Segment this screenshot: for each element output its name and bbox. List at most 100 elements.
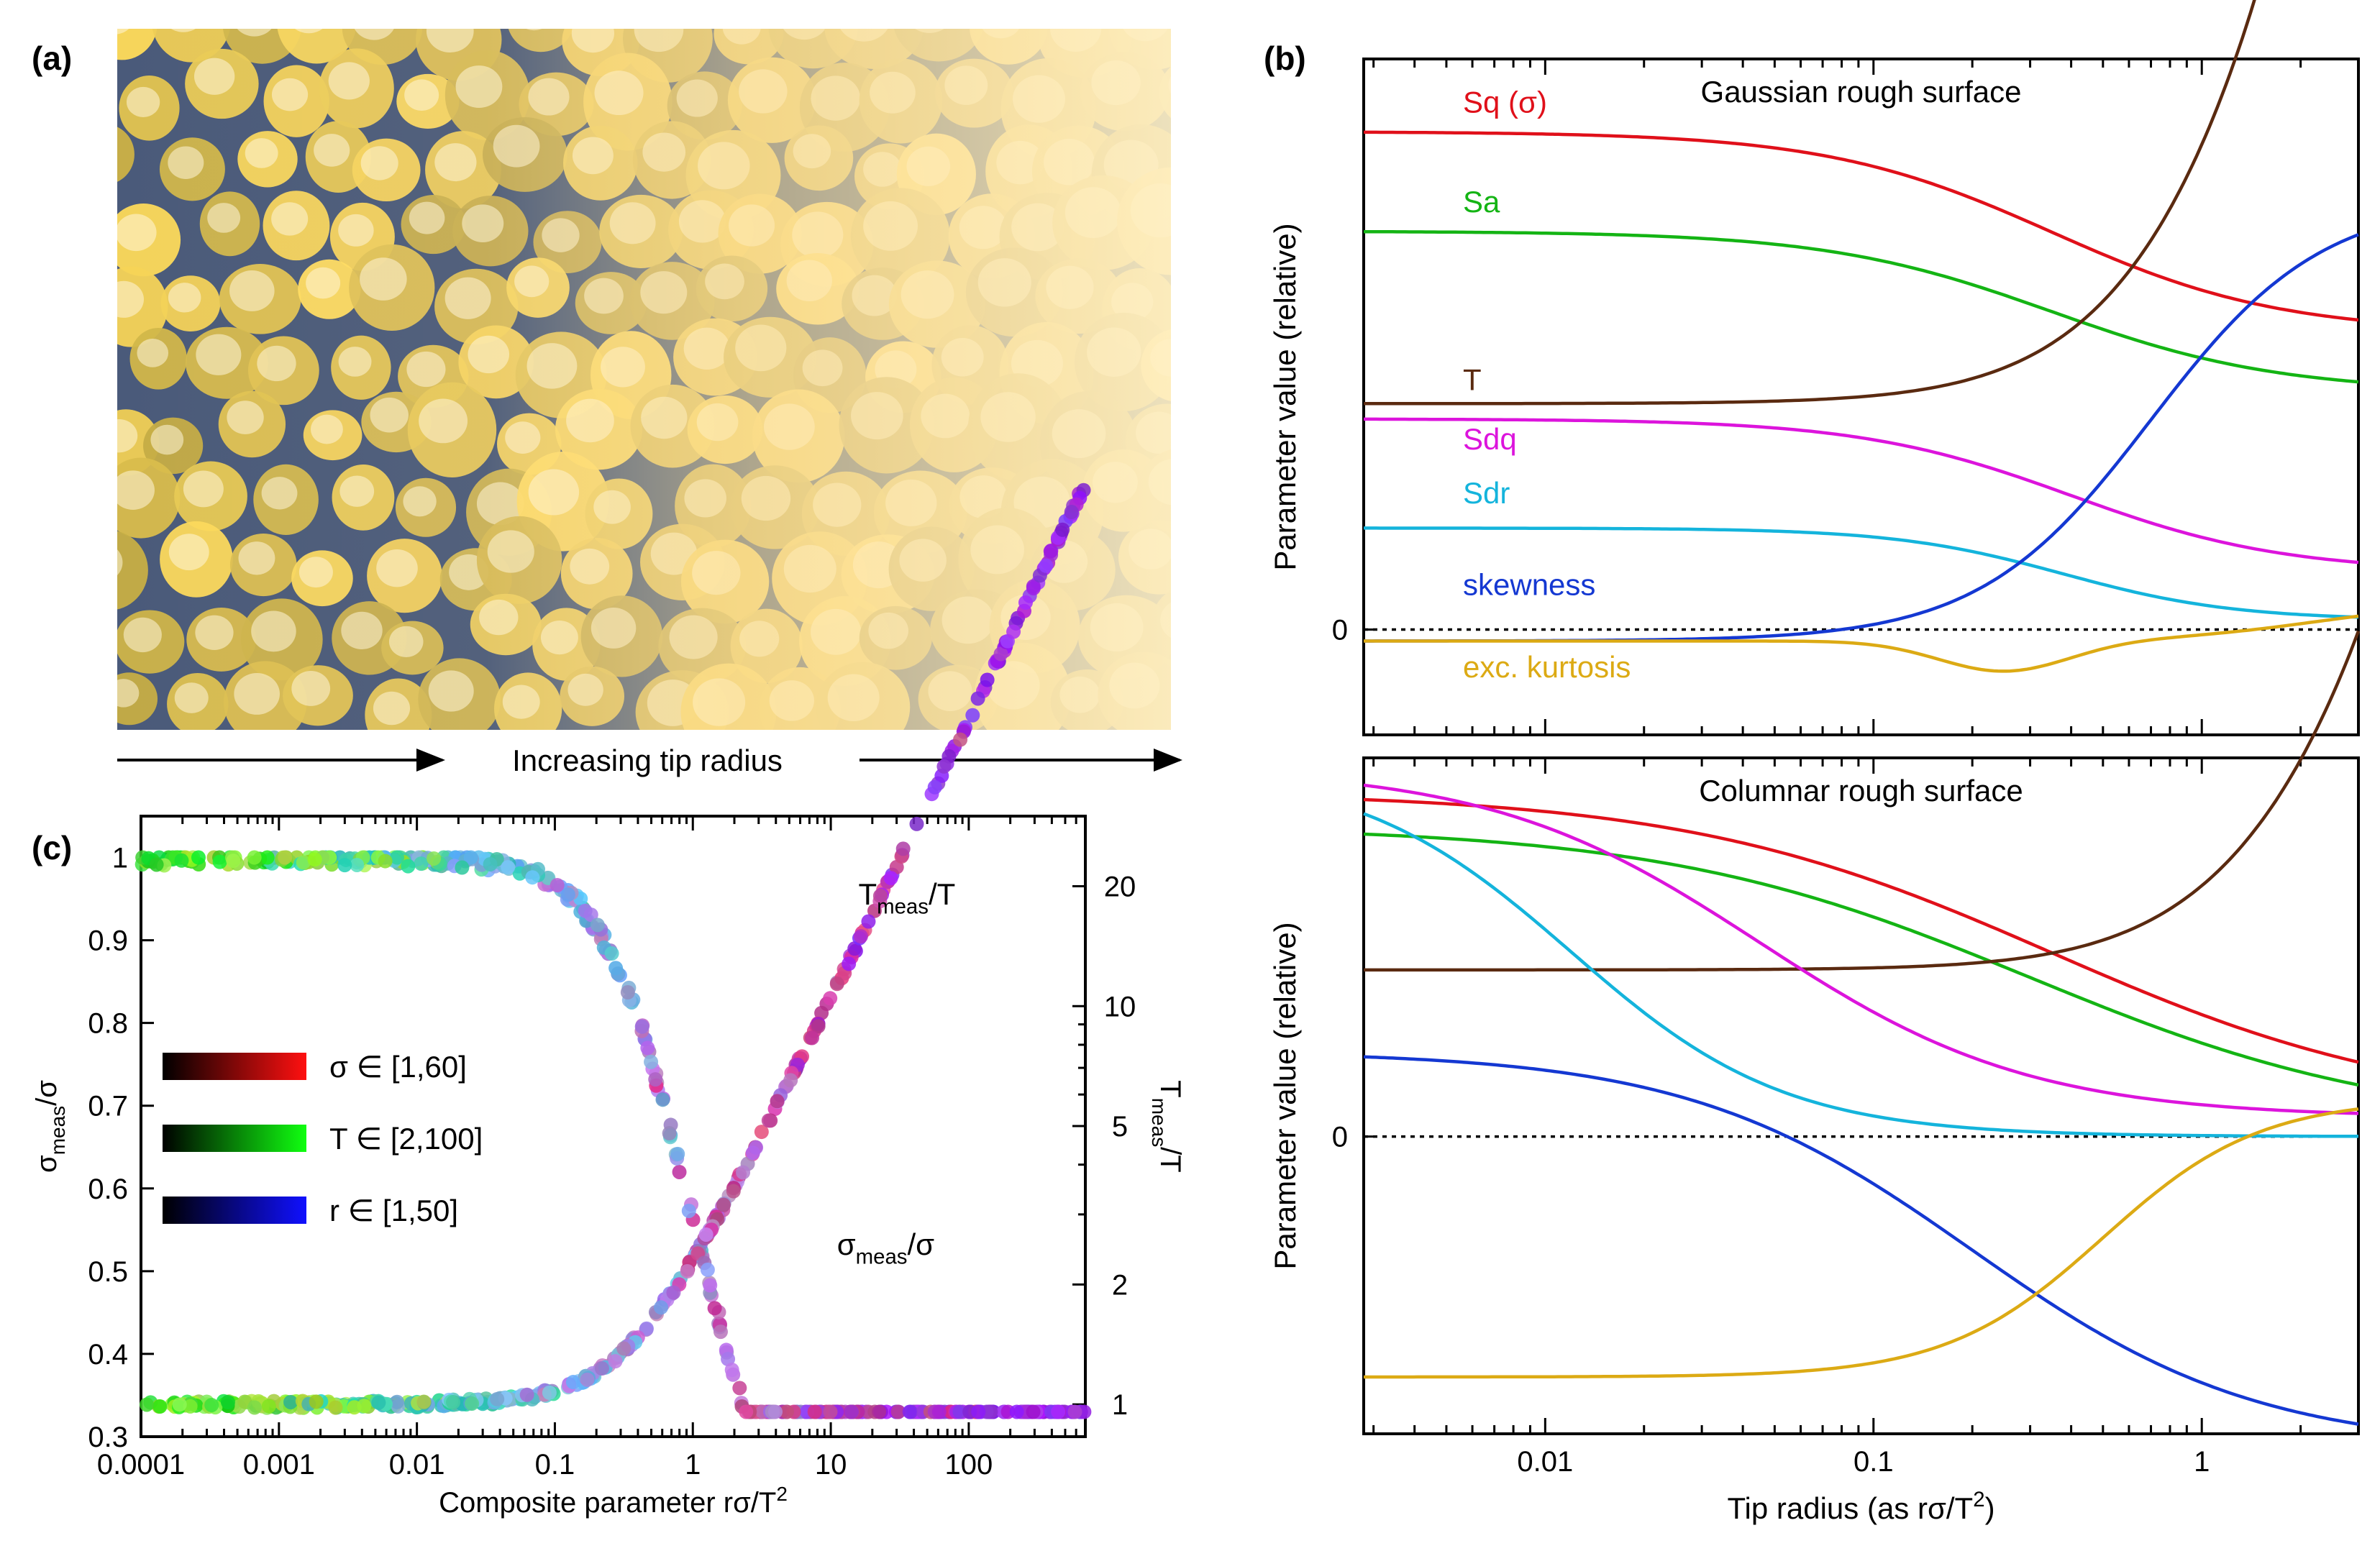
series-label-T: T [1463, 363, 1482, 397]
y-tick-label: 0.8 [88, 1008, 128, 1040]
series-line-Sa [1363, 832, 2359, 1087]
y2-axis-label-part: /T [1154, 1147, 1186, 1173]
y-tick-label: 0.7 [88, 1091, 128, 1122]
T-ratio-point [580, 1372, 595, 1387]
series-label-Sdq: Sdq [1463, 422, 1517, 456]
T-ratio-point [745, 1145, 760, 1161]
sigma-ratio-point [952, 1404, 967, 1419]
sigma-ratio-point [260, 850, 275, 865]
y-tick-label: 0.6 [88, 1173, 128, 1205]
chart-b-bottom: 0.01 0.1 1 0 Columnar rough surface Parameter… [1268, 630, 2361, 1525]
T-ratio-point [608, 1354, 623, 1369]
T-ratio-point [542, 1385, 557, 1400]
y2-tick-label: 10 [1104, 991, 1136, 1022]
sigma-ratio-point [455, 860, 470, 875]
T-ratio-point [616, 1341, 632, 1356]
y-tick-label: 1 [112, 843, 128, 874]
T-ratio-point [389, 1394, 404, 1409]
T-ratio-point [970, 691, 985, 706]
sigma-ratio-point [427, 851, 442, 866]
annotation-sigmameas-part: /σ [908, 1227, 935, 1261]
T-ratio-point [980, 672, 995, 687]
x-axis-label-part: 2 [776, 1483, 788, 1505]
y-tick-label: 0.9 [88, 925, 128, 957]
x-axis-label-part: ) [1985, 1491, 1995, 1525]
sigma-ratio-point [767, 1404, 783, 1419]
sigma-ratio-point [703, 1278, 718, 1293]
annotation-Tmeas: Tmeas/T [858, 877, 955, 919]
sigma-ratio-point [226, 854, 241, 869]
sigma-ratio-point [463, 850, 478, 865]
T-ratio-point [936, 759, 952, 774]
x-tick-label: 1 [685, 1449, 701, 1481]
y-axis-label: Parameter value (relative) [1268, 922, 1302, 1269]
sigma-ratio-point [620, 985, 635, 1000]
T-ratio-point [490, 1391, 505, 1406]
x-tick-label: 0.1 [535, 1449, 575, 1481]
plot-frame [1362, 756, 2360, 1435]
y-axis-label: Parameter value (relative) [1268, 223, 1302, 570]
y-axis-label-part: meas [47, 1106, 69, 1155]
sigma-ratio-point [662, 1126, 677, 1141]
T-ratio-point [371, 1395, 386, 1410]
T-ratio-point [823, 991, 838, 1006]
T-ratio-point [872, 888, 888, 903]
sigma-ratio-point [525, 870, 540, 885]
y-tick-label: 0.5 [88, 1256, 128, 1288]
sigma-ratio-point [872, 1404, 887, 1419]
T-ratio-point [247, 1400, 262, 1415]
T-ratio-point [883, 871, 898, 886]
T-ratio-point [829, 976, 844, 992]
scatter-points [134, 482, 1092, 1419]
sigma-ratio-point [1026, 1404, 1041, 1419]
x-axis-label: Composite parameter rσ/T2 [439, 1483, 788, 1519]
sigma-ratio-point [707, 1301, 722, 1316]
sigma-ratio-point [1009, 1404, 1024, 1419]
T-ratio-point [680, 1264, 695, 1279]
T-ratio-point [927, 779, 942, 795]
T-ratio-point [853, 929, 868, 944]
x-tick-label: 0.01 [1517, 1446, 1573, 1478]
sigma-ratio-point [191, 850, 206, 865]
sigma-ratio-point [604, 946, 619, 961]
series-line-Sa [1364, 229, 2359, 384]
x-tick-label: 100 [945, 1449, 993, 1481]
series-label-Sa: Sa [1463, 185, 1500, 219]
legend-swatch [163, 1125, 306, 1152]
sigma-ratio-point [655, 1092, 670, 1107]
T-ratio-point [953, 732, 968, 747]
sigma-ratio-point [350, 857, 365, 872]
y2-tick-label: 2 [1112, 1269, 1128, 1301]
T-ratio-point [1043, 544, 1058, 559]
y-axis-label-part: σ [31, 1155, 63, 1173]
series-line-Sq [1363, 797, 2359, 1064]
afm-grain-highlight [526, 29, 542, 31]
sigma-ratio-point [390, 850, 405, 865]
afm-grain-highlight [1168, 76, 1171, 94]
sigma-ratio-point [401, 859, 416, 874]
afm-grain-highlight [117, 549, 123, 576]
chart-title: Columnar rough surface [1699, 774, 2023, 807]
T-ratio-point [1055, 522, 1070, 537]
sigma-ratio-point [307, 852, 322, 867]
chart-title: Gaussian rough surface [1701, 75, 2022, 109]
series-label-skewness: skewness [1463, 568, 1595, 602]
y-axis-label-part: /σ [31, 1080, 63, 1106]
T-ratio-point [283, 1394, 298, 1409]
sigma-ratio-point [721, 1352, 736, 1367]
series-line-T [1364, 630, 2361, 972]
x-tick-label: 0.01 [389, 1449, 445, 1481]
legend-label: r ∈ [1,50] [329, 1194, 458, 1227]
sigma-ratio-point [890, 1404, 906, 1419]
y2-tick-label: 20 [1104, 871, 1136, 903]
arrow-caption: Increasing tip radius [512, 744, 783, 777]
T-ratio-point [519, 1387, 534, 1402]
x-tick-label: 0.1 [1854, 1446, 1894, 1478]
T-ratio-point [842, 956, 857, 971]
series-line-Sdq [1363, 783, 2359, 1115]
x-tick-label: 0.001 [243, 1449, 315, 1481]
series-line-T [1364, 0, 2256, 406]
y2-tick-label: 1 [1112, 1389, 1128, 1421]
sigma-ratio-point [337, 858, 352, 873]
sigma-ratio-point [247, 850, 262, 865]
